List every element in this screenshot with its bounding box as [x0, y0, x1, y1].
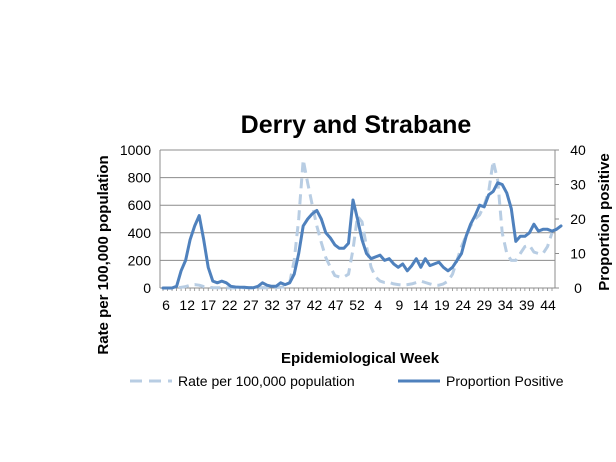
- legend: Rate per 100,000 population Proportion P…: [130, 373, 564, 389]
- y2-axis-label: Proportion positive: [596, 153, 613, 291]
- y2-tick-label: 10: [570, 246, 586, 262]
- y-tick-label: 400: [128, 225, 152, 241]
- x-tick-label: 12: [179, 297, 195, 313]
- x-tick-label: 24: [455, 297, 471, 313]
- x-tick-label: 32: [264, 297, 280, 313]
- legend-label-rate: Rate per 100,000 population: [178, 373, 355, 389]
- x-axis-label: Epidemiological Week: [281, 350, 440, 367]
- x-tick-label: 19: [434, 297, 450, 313]
- x-tick-label: 37: [286, 297, 302, 313]
- y2-tick-label: 30: [570, 177, 586, 193]
- x-tick-label: 4: [374, 297, 382, 313]
- y-axis-ticks: 0 200 400 600 800 1000: [120, 142, 151, 296]
- y-tick-label: 800: [128, 170, 152, 186]
- x-tick-label: 34: [498, 297, 514, 313]
- y-tick-label: 1000: [120, 142, 151, 158]
- y2-tick-label: 0: [574, 280, 582, 296]
- y-tick-label: 600: [128, 197, 152, 213]
- y2-axis-ticks: 0 10 20 30 40: [570, 142, 586, 296]
- y-axis-label: Rate per 100,000 population: [95, 155, 112, 354]
- legend-label-proportion: Proportion Positive: [446, 373, 564, 389]
- series-layer: [161, 158, 563, 290]
- x-tick-label: 29: [477, 297, 493, 313]
- x-tick-label: 14: [413, 297, 429, 313]
- y2-tick-label: 20: [570, 211, 586, 227]
- y-tick-label: 0: [143, 280, 151, 296]
- x-tick-label: 27: [243, 297, 259, 313]
- x-tick-label: 47: [328, 297, 344, 313]
- x-tick-label: 22: [222, 297, 238, 313]
- y-tick-label: 200: [128, 252, 152, 268]
- x-tick-label: 44: [540, 297, 556, 313]
- series-line-0: [163, 158, 554, 290]
- x-tick-label: 9: [396, 297, 404, 313]
- y2-tick-label: 40: [570, 142, 586, 158]
- gridlines: [160, 149, 555, 289]
- x-tick-label: 39: [519, 297, 535, 313]
- x-axis-ticks: 6 12 17 22 27 32 37 42 47 52 4 9 14 19 24 29 34 39 44: [162, 297, 556, 313]
- x-tick-label: 42: [307, 297, 323, 313]
- x-tick-label: 17: [201, 297, 217, 313]
- chart-title: Derry and Strabane: [241, 111, 472, 139]
- plot-frame: [159, 149, 559, 291]
- series-line-1: [161, 181, 563, 290]
- x-tick-label: 6: [162, 297, 170, 313]
- x-tick-label: 52: [349, 297, 365, 313]
